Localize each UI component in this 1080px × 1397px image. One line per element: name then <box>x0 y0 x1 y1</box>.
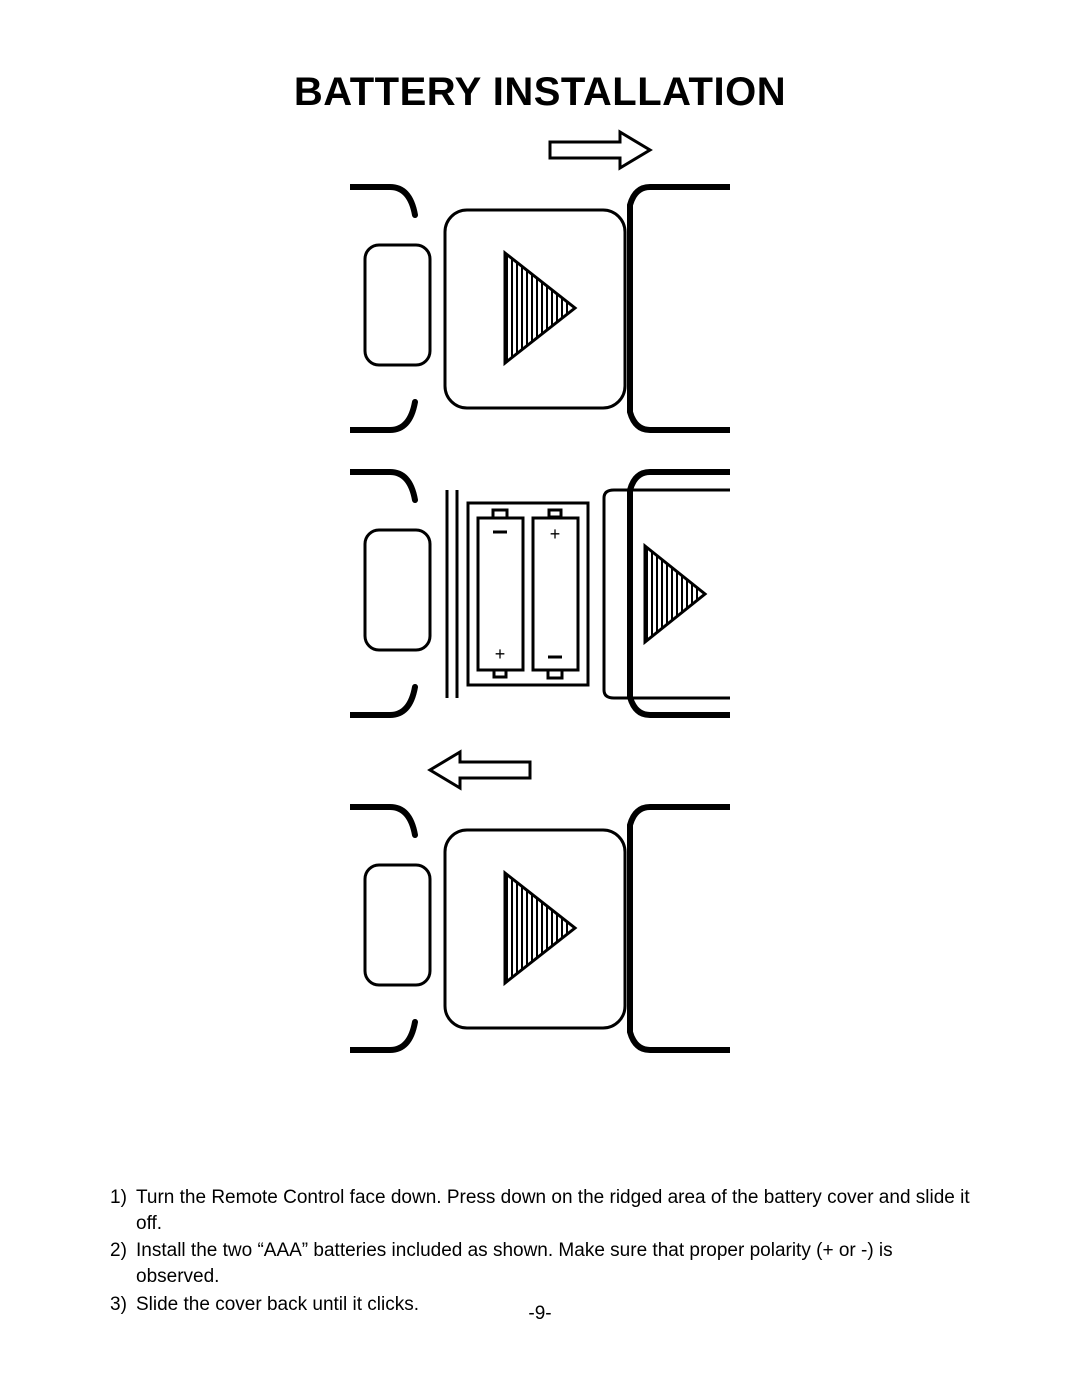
step3-diagram <box>350 745 730 1065</box>
step2-diagram: + + <box>350 460 730 730</box>
instruction-step: Install the two “AAA” batteries included… <box>110 1238 970 1289</box>
remote-back-closed-icon <box>350 795 730 1065</box>
manual-page: BATTERY INSTALLATION <box>0 0 1080 1397</box>
diagram-column: + + <box>0 125 1080 1080</box>
slide-arrow-left-icon <box>350 745 730 795</box>
remote-batteries-icon: + + <box>350 460 730 730</box>
step1-diagram <box>350 125 730 445</box>
instruction-step: Turn the Remote Control face down. Press… <box>110 1185 970 1236</box>
slide-arrow-right-icon <box>350 125 730 175</box>
remote-back-closed-icon <box>350 175 730 445</box>
instruction-list: Turn the Remote Control face down. Press… <box>110 1185 970 1319</box>
page-number: -9- <box>0 1303 1080 1325</box>
battery1-plus: + <box>495 644 506 664</box>
battery2-plus: + <box>550 524 561 544</box>
page-title: BATTERY INSTALLATION <box>0 70 1080 115</box>
